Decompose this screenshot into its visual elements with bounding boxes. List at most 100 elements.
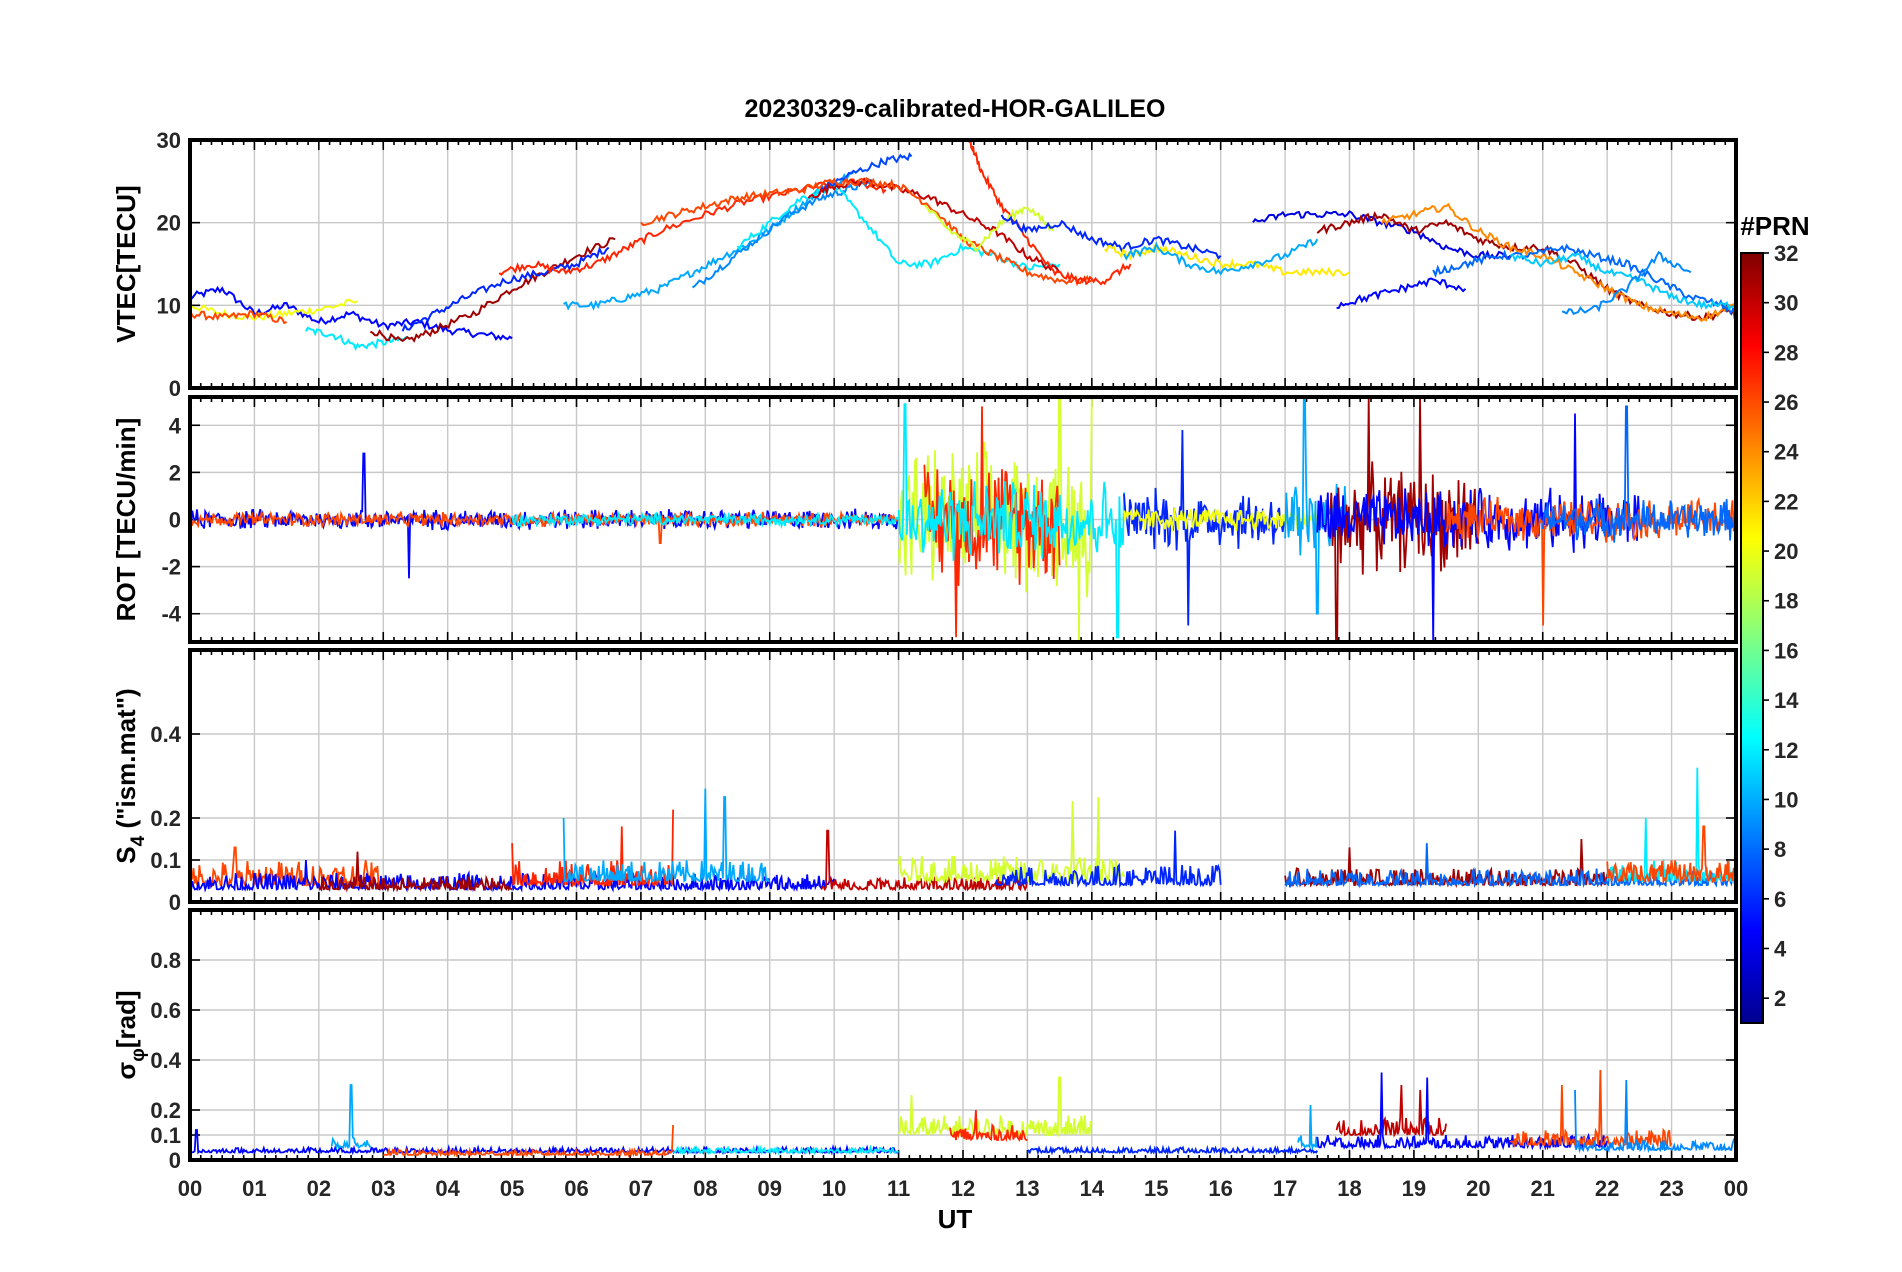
panel-vtec: 0 10 20 30 VTEC[TECU]: [111, 128, 1738, 401]
colorbar-tick-label: 22: [1774, 489, 1798, 514]
vtec-line-prn-30: [807, 177, 1061, 273]
s4-line-prn-26: [190, 846, 384, 889]
x-tick-label: 08: [693, 1176, 717, 1201]
rot-line-prn-8: [1541, 405, 1736, 543]
x-tick-label: 18: [1337, 1176, 1361, 1201]
colorbar-tick-label: 4: [1774, 936, 1787, 961]
x-tick-label: 20: [1466, 1176, 1490, 1201]
colorbar-tick-label: 28: [1774, 340, 1798, 365]
rot-line-prn-12: [897, 403, 1125, 639]
y-label-rest: ("ism.mat"): [111, 688, 141, 835]
colorbar-tick-label: 18: [1774, 589, 1798, 614]
y-tick-label: 0.4: [150, 722, 181, 747]
rot-line-prn-26: [1445, 496, 1736, 626]
x-tick-label: 02: [307, 1176, 331, 1201]
colorbar-label: #PRN: [1740, 211, 1809, 241]
vtec-line-prn-31: [369, 237, 616, 343]
vtec-line-prn-4: [1252, 210, 1512, 261]
x-tick-label: 15: [1144, 1176, 1168, 1201]
x-tick-label: 05: [500, 1176, 524, 1201]
colorbar-tick-label: 32: [1774, 241, 1798, 266]
colorbar-gradient: [1740, 252, 1764, 1024]
sigma-axes-box: [188, 908, 1738, 1162]
s4-y-axis-label: S4 ("ism.mat"): [111, 688, 149, 863]
colorbar-tick-label: 26: [1774, 390, 1798, 415]
y-tick-label: -4: [161, 602, 181, 627]
colorbar-tick-label: 24: [1774, 440, 1799, 465]
x-tick-label: 21: [1531, 1176, 1555, 1201]
colorbar-tick-label: 2: [1774, 986, 1786, 1011]
colorbar-tick-label: 6: [1774, 887, 1786, 912]
y-tick-label: 0.2: [150, 806, 181, 831]
s4-line-prn-5: [190, 859, 836, 893]
x-tick-label: 00: [1724, 1176, 1748, 1201]
x-tick-label: 07: [629, 1176, 653, 1201]
sigma-line-prn-9: [1574, 1079, 1736, 1154]
s4-line-prn-8: [1284, 843, 1736, 889]
sigma-series: [190, 1069, 1736, 1158]
sigma-line-prn-27: [949, 1109, 1028, 1143]
y-tick-label: 0: [169, 376, 181, 401]
y-tick-label: -2: [161, 555, 181, 580]
x-tick-label: 14: [1080, 1176, 1105, 1201]
x-tick-label: 06: [564, 1176, 588, 1201]
vtec-line-prn-8: [1432, 243, 1736, 320]
vtec-line-prn-12: [305, 326, 410, 352]
vtec-series: [190, 140, 1736, 352]
panel-rot: -4 -2 0 2 4 ROT [TECU/min]: [111, 395, 1738, 644]
panel-sigma: 00.10.20.40.60.8σφ[rad]: [111, 908, 1738, 1173]
vtec-line-prn-9: [1561, 250, 1692, 316]
y-tick-label: 4: [169, 413, 182, 438]
y-tick-label: 0: [169, 890, 181, 915]
s4-line-prn-31: [318, 851, 513, 893]
chart-title: 20230329-calibrated-HOR-GALILEO: [745, 95, 1166, 123]
x-tick-label: 19: [1402, 1176, 1426, 1201]
y-tick-label: 30: [157, 128, 181, 153]
y-label-sub: φ: [128, 1048, 149, 1062]
vtec-y-axis-label: VTEC[TECU]: [111, 185, 141, 342]
colorbar-tick-label: 12: [1774, 738, 1798, 763]
y-label-main: σ: [111, 1062, 141, 1080]
y-tick-label: 2: [169, 460, 181, 485]
colorbar-tick-label: 8: [1774, 837, 1786, 862]
vtec-line-prn-27: [968, 140, 1132, 287]
vtec-axes-box: [188, 138, 1738, 390]
s4-line-prn-10: [562, 788, 770, 885]
sigma-y-axis-label: σφ[rad]: [111, 990, 149, 1079]
x-tick-label: 13: [1015, 1176, 1039, 1201]
vtec-line-prn-5: [1336, 277, 1467, 310]
y-label-main: S: [111, 846, 141, 863]
colorbar: #PRN 32 30 28 26 24 22 20 18 16 14 12 10 8 6 4 2: [1740, 211, 1810, 1024]
x-tick-label: 01: [242, 1176, 266, 1201]
x-tick-label: 11: [887, 1176, 910, 1201]
vtec-line-prn-5: [190, 285, 513, 341]
y-tick-label: 0.8: [150, 948, 181, 973]
vtec-line-prn-26: [190, 309, 288, 325]
rot-y-axis-label: ROT [TECU/min]: [111, 418, 141, 622]
x-tick-label: 10: [822, 1176, 846, 1201]
x-tick-label: 12: [951, 1176, 975, 1201]
colorbar-tick-label: 20: [1774, 539, 1798, 564]
colorbar-tick-label: 16: [1774, 638, 1798, 663]
x-tick-label: 16: [1208, 1176, 1232, 1201]
s4-line-prn-26: [1606, 825, 1736, 885]
sigma-line-prn-10: [330, 1084, 372, 1150]
sigma-line-prn-6: [1026, 1144, 1319, 1156]
vtec-line-prn-19: [923, 204, 1055, 253]
y-tick-label: 0.1: [150, 1123, 181, 1148]
y-tick-label: 0: [169, 508, 181, 533]
vtec-line-prn-7: [820, 152, 913, 191]
y-tick-label: 0: [169, 1148, 181, 1173]
s4-line-prn-30: [820, 829, 1029, 893]
colorbar-tick-label: 14: [1774, 688, 1799, 713]
s4-line-prn-6: [994, 830, 1222, 889]
vtec-line-prn-6: [401, 246, 610, 332]
y-tick-label: 0.2: [150, 1098, 181, 1123]
x-tick-label: 09: [758, 1176, 782, 1201]
y-label-rest: [rad]: [111, 990, 141, 1048]
y-tick-label: 0.1: [150, 848, 181, 873]
vtec-line-prn-10: [563, 171, 854, 311]
colorbar-tick-label: 10: [1774, 787, 1798, 812]
y-tick-label: 0.6: [150, 998, 181, 1023]
